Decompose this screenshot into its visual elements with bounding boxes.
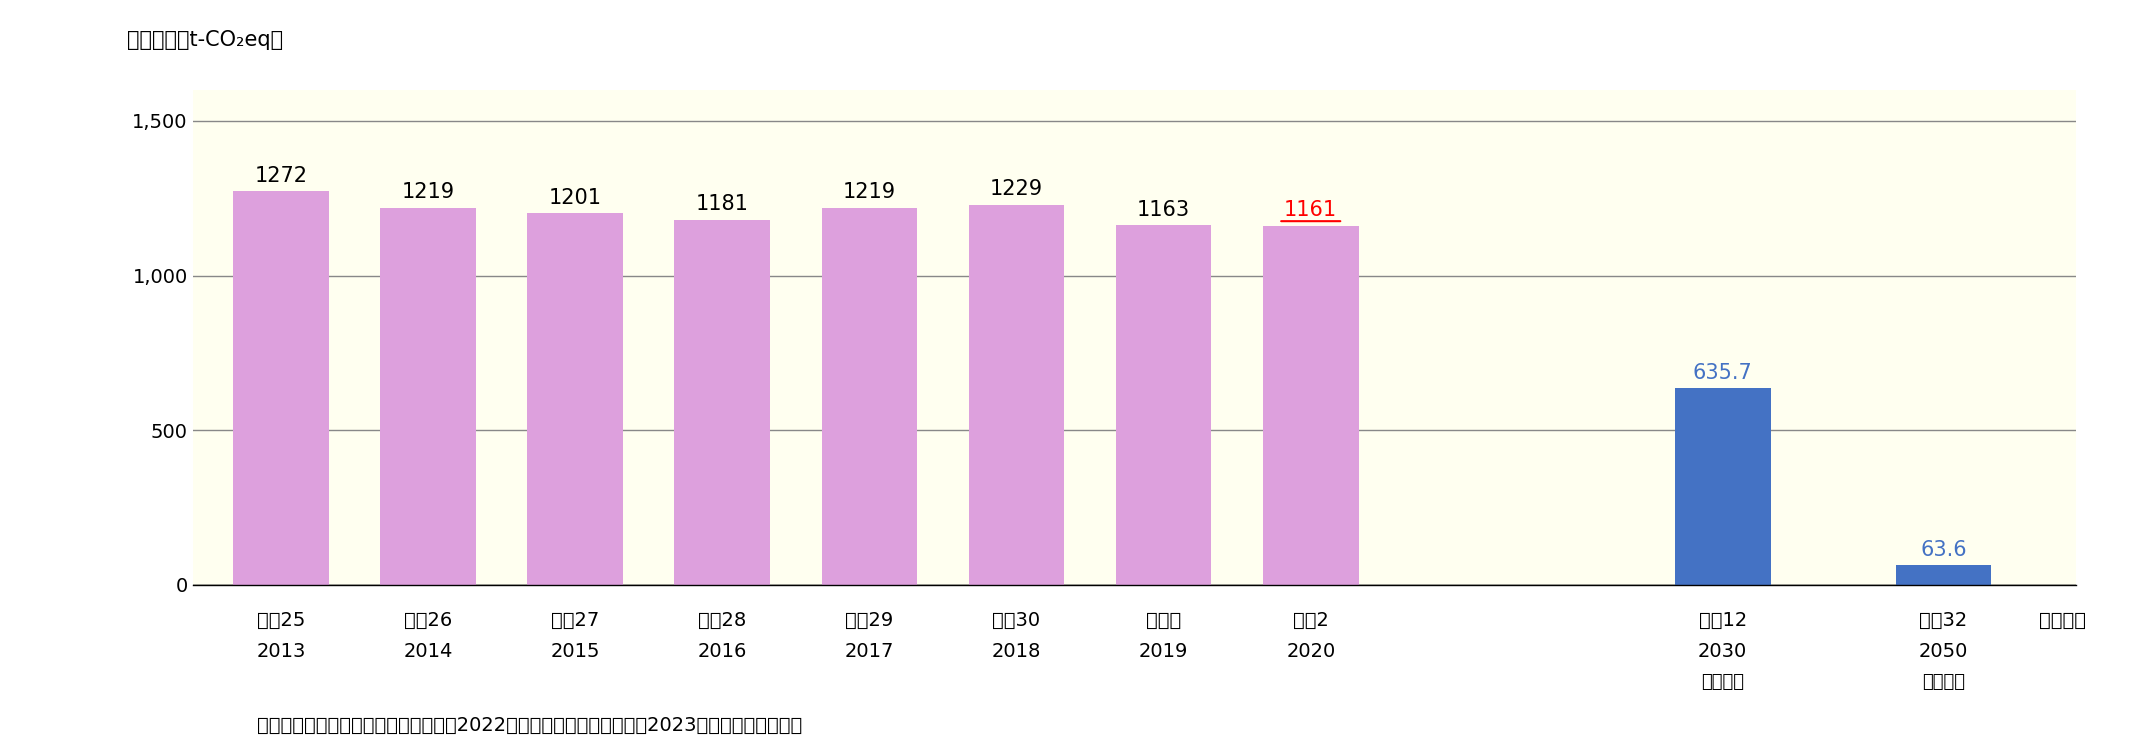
Text: 2014: 2014	[402, 642, 454, 662]
Text: 1163: 1163	[1136, 200, 1190, 220]
Text: 令和12: 令和12	[1699, 611, 1746, 630]
Text: 1229: 1229	[991, 179, 1042, 200]
Text: 令和32: 令和32	[1920, 611, 1967, 630]
Text: 2019: 2019	[1138, 642, 1188, 662]
Text: （年度）: （年度）	[2039, 611, 2086, 630]
Text: 1219: 1219	[843, 182, 897, 203]
Text: 2050: 2050	[1920, 642, 1969, 662]
Text: 令和2: 令和2	[1293, 611, 1329, 630]
Text: 排出量（千t-CO₂eq）: 排出量（千t-CO₂eq）	[126, 31, 282, 50]
Text: 平成28: 平成28	[698, 611, 747, 630]
Bar	[1676, 388, 1770, 585]
Text: 2020: 2020	[1286, 642, 1335, 662]
Bar	[381, 208, 475, 585]
Text: 1201: 1201	[548, 188, 601, 208]
Text: 635.7: 635.7	[1693, 363, 1753, 382]
Bar	[969, 205, 1064, 585]
Text: 令和元: 令和元	[1147, 611, 1181, 630]
Text: 2030: 2030	[1697, 642, 1748, 662]
Bar	[1115, 225, 1211, 585]
Text: 2018: 2018	[991, 642, 1042, 662]
Bar	[526, 214, 623, 585]
Text: 63.6: 63.6	[1920, 540, 1967, 560]
Text: 平成27: 平成27	[550, 611, 599, 630]
Text: 1161: 1161	[1284, 200, 1338, 220]
Text: 2017: 2017	[845, 642, 895, 662]
Bar	[233, 191, 330, 585]
Text: 中間目標: 中間目標	[1701, 674, 1744, 692]
Text: 平成30: 平成30	[993, 611, 1040, 630]
Text: 平成26: 平成26	[404, 611, 452, 630]
Text: 2015: 2015	[550, 642, 599, 662]
Text: 1181: 1181	[696, 194, 749, 214]
Bar	[822, 208, 918, 585]
Bar	[1263, 226, 1359, 585]
Text: 最終目標: 最終目標	[1922, 674, 1965, 692]
Text: 平成25: 平成25	[257, 611, 306, 630]
Text: 出典：特別区の温室効果ガス排出量（2022年度）、北区環境基本計画2023をもとに北区が作成: 出典：特別区の温室効果ガス排出量（2022年度）、北区環境基本計画2023をもと…	[257, 716, 802, 735]
Text: 1272: 1272	[255, 166, 308, 186]
Bar	[674, 220, 770, 585]
Bar	[1896, 566, 1990, 585]
Text: 1219: 1219	[402, 182, 454, 203]
Text: 2013: 2013	[257, 642, 306, 662]
Text: 2016: 2016	[698, 642, 747, 662]
Text: 平成29: 平成29	[845, 611, 895, 630]
